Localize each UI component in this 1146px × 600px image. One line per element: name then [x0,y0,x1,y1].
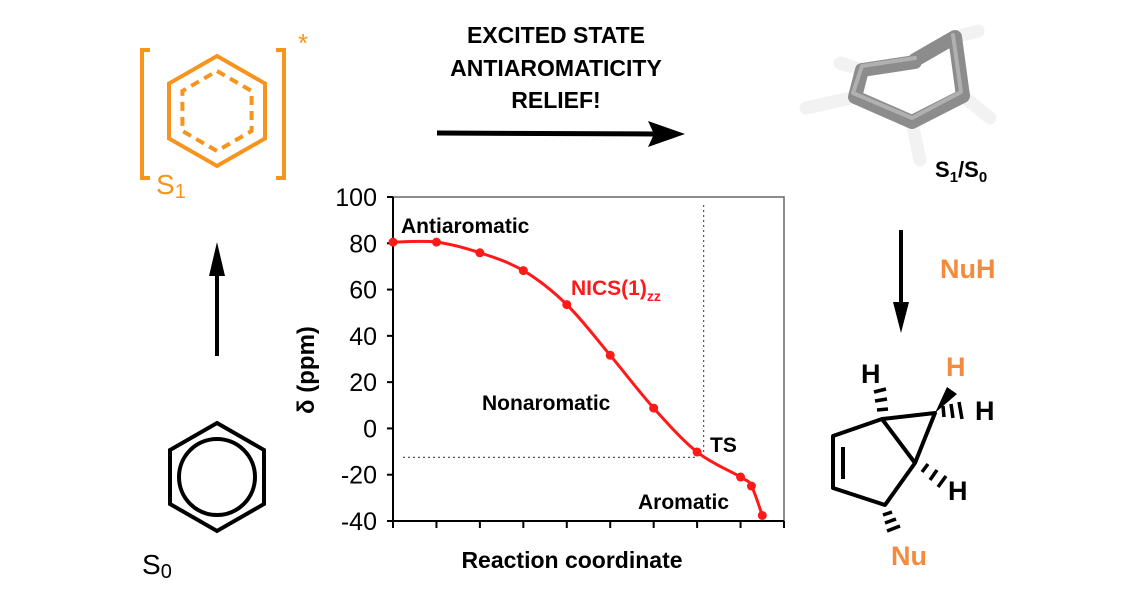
y-tick-label: 100 [335,184,377,212]
excited-star: * [298,28,308,58]
caption-line-3: RELIEF! [511,87,600,113]
product-atom-labels: H H H H Nu [861,352,995,571]
ground-benzene [168,420,266,534]
left-bracket [140,48,150,180]
data-point [475,248,485,258]
y-tick-label: 80 [349,230,377,258]
relief-caption: EXCITED STATE ANTIAROMATICITY RELIEF! [450,22,662,113]
data-point [757,510,767,520]
annotation-ts: TS [710,434,737,457]
caption-line-2: ANTIAROMATICITY [450,55,662,81]
h-top-left: H [861,359,881,389]
series-label: NICS(1)zz [571,277,661,304]
h-lower: H [948,476,968,506]
caption-line-1: EXCITED STATE [467,22,645,48]
inner-dashed-ring [180,68,254,154]
annotation-nonaromatic: Nonaromatic [482,392,611,415]
h-right: H [975,396,995,426]
y-tick-label: -20 [341,462,377,490]
y-tick-label: -40 [341,508,377,536]
annotation-aromatic: Aromatic [638,491,729,514]
x-axis-label: Reaction coordinate [461,547,682,573]
data-point [649,403,659,413]
wedge-bond [935,387,957,413]
y-tick-label: 60 [349,277,377,305]
data-point [431,237,441,247]
bicyclic-product [831,387,964,533]
outer-ring [167,53,267,169]
data-point [736,472,746,482]
data-point [388,237,398,247]
data-point [746,481,756,491]
nu-label: Nu [891,541,927,571]
y-axis-label: δ (ppm) [293,326,320,414]
data-point [692,447,702,457]
s1-s0-label: S1/S0 [935,157,987,186]
s0-label: S0 [142,549,172,583]
s1-s0-geometry-model [799,24,997,167]
plot-frame [393,196,785,521]
data-point [518,266,528,276]
s1-label: S1 [156,169,186,203]
reaction-arrow [436,121,685,147]
data-point [605,350,615,360]
y-tick-label: 40 [349,323,377,351]
nucleophile-arrow [893,230,909,333]
y-tick-label: 20 [349,369,377,397]
nuh-reagent-label: NuH [940,254,996,284]
y-tick-label: 0 [363,415,377,443]
data-point [562,300,572,310]
annotation-antiaromatic: Antiaromatic [401,215,530,238]
excitation-arrow [209,242,225,356]
excited-benzene [140,48,286,180]
h-orange: H [946,352,966,382]
nics-chart: δ (ppm) Reaction coordinate Antiaromatic… [293,184,785,573]
right-bracket [276,48,286,180]
